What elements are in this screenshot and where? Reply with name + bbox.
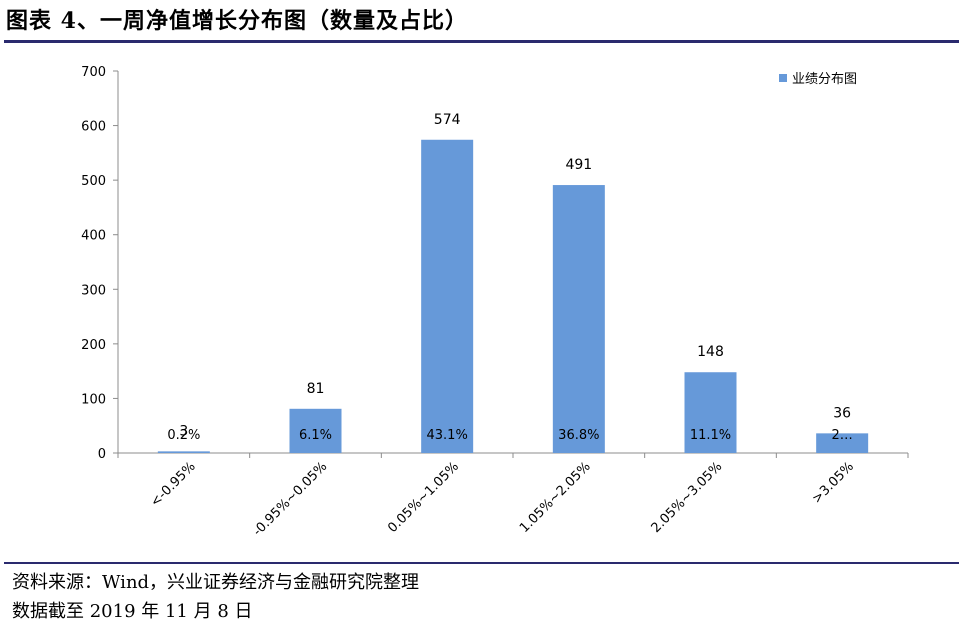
- bar-chart: 0 100 200 300 400 500 600 700 <-0.95% -0.95%~0.0…: [81, 65, 909, 539]
- y-tick-label: 100: [81, 392, 106, 407]
- bar-share-label: 2…: [832, 428, 853, 443]
- date-note: 数据截至 2019 年 11 月 8 日: [12, 601, 253, 622]
- legend: 业绩分布图: [779, 72, 857, 87]
- x-category-label: >3.05%: [809, 459, 857, 507]
- bar-value-label: 491: [565, 157, 592, 173]
- bars: 30.2% 81 6.1% 574 43.1% 491 36.8% 148 11.1% 36 2…: [157, 112, 869, 453]
- y-tick-label: 200: [81, 338, 106, 353]
- bar-value-label: 148: [697, 344, 724, 360]
- x-category-label: <-0.95%: [148, 459, 199, 510]
- y-tick-label: 400: [81, 229, 106, 244]
- bar: [552, 185, 605, 453]
- bar: [816, 433, 869, 453]
- y-tick-label: 700: [81, 65, 106, 80]
- source-note: 资料来源：Wind，兴业证券经济与金融研究院整理: [12, 572, 420, 593]
- y-axis: 0 100 200 300 400 500 600 700: [81, 65, 119, 462]
- y-tick-label: 500: [81, 174, 106, 189]
- bar-share-label: 6.1%: [299, 428, 332, 443]
- bar: [421, 139, 474, 453]
- bar: [157, 451, 210, 453]
- figure-title: 图表 4、一周净值增长分布图（数量及占比）: [6, 8, 468, 34]
- bar-value-label: 574: [434, 112, 461, 128]
- bar: [684, 372, 737, 453]
- bar: [289, 408, 342, 453]
- bar-value-label: 81: [307, 381, 325, 397]
- bar-value-label: 36: [833, 405, 851, 421]
- footer-divider: [4, 562, 959, 564]
- x-category-label: 0.05%~1.05%: [385, 459, 462, 536]
- x-category-label: 1.05%~2.05%: [517, 459, 594, 536]
- bar-share-label: 36.8%: [558, 428, 599, 443]
- bar-value-label: 3: [179, 423, 188, 439]
- legend-label: 业绩分布图: [792, 72, 857, 87]
- y-tick-label: 300: [81, 283, 106, 298]
- bar-share-label: 11.1%: [690, 428, 731, 443]
- bar-share-label: 0.2%: [167, 428, 200, 443]
- y-tick-label: 600: [81, 120, 106, 135]
- legend-swatch: [779, 74, 787, 82]
- x-category-label: -0.95%~0.05%: [250, 459, 330, 539]
- title-divider: [4, 40, 959, 43]
- y-tick-label: 0: [98, 447, 106, 462]
- bar-share-label: 43.1%: [427, 428, 468, 443]
- x-category-label: 2.05%~3.05%: [649, 459, 726, 536]
- x-axis: <-0.95% -0.95%~0.05% 0.05%~1.05% 1.05%~2.05…: [117, 452, 909, 539]
